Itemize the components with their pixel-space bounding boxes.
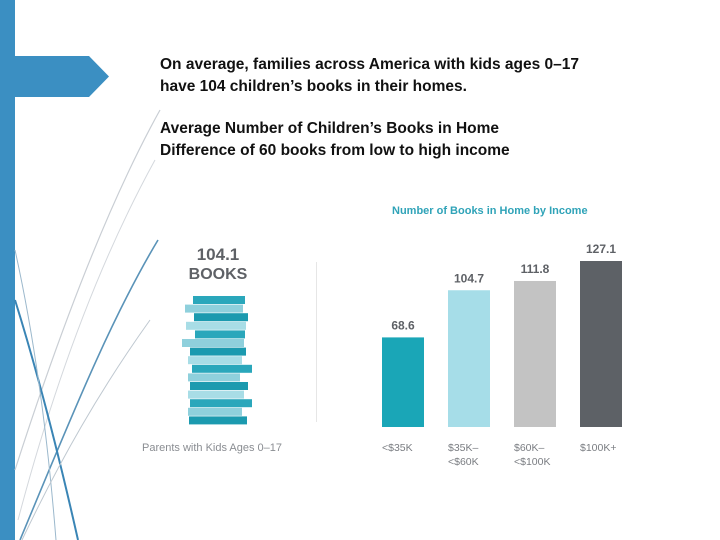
category-label-3-1: $60K–: [514, 442, 545, 454]
category-label-2-1: $35K–: [448, 442, 479, 454]
book-1: [193, 296, 245, 304]
category-label-4-1: $100K+: [580, 442, 617, 454]
decorative-swooshes: [14, 109, 161, 540]
bar-value-label-2: 104.7: [454, 271, 484, 285]
book-12: [188, 390, 244, 399]
category-label-1-1: <$35K: [382, 442, 413, 454]
book-5: [195, 330, 245, 339]
subtitle-line-1: Average Number of Children’s Books in Ho…: [160, 120, 500, 137]
bar-value-label-3: 111.8: [521, 262, 550, 276]
book-stack-caption: Parents with Kids Ages 0–17: [142, 442, 283, 454]
book-14: [188, 407, 242, 416]
left-accent-bar: [0, 0, 15, 540]
book-3: [194, 313, 248, 322]
book-6: [182, 339, 244, 347]
book-15: [189, 416, 247, 425]
subtitle-block: Average Number of Children’s Books in Ho…: [160, 118, 700, 162]
category-label-2-2: <$60K: [448, 456, 479, 468]
subtitle-line-2: Difference of 60 books from low to high …: [160, 142, 510, 159]
panel-divider: [316, 262, 317, 422]
bar-value-label-4: 127.1: [586, 242, 616, 256]
book-10: [188, 373, 240, 382]
book-13: [190, 399, 252, 408]
bar-value-label-1: 68.6: [391, 318, 415, 332]
bar-1: [382, 337, 424, 427]
headline-line-2: have 104 children’s books in their homes…: [160, 78, 467, 95]
book-8: [188, 356, 242, 365]
chart-title: Number of Books in Home by Income: [392, 205, 588, 217]
bar-2: [448, 290, 490, 427]
book-11: [190, 382, 248, 390]
book-2: [185, 304, 243, 313]
headline-line-1: On average, families across America with…: [160, 56, 580, 73]
category-label-3-2: <$100K: [514, 456, 551, 468]
book-count-unit: BOOKS: [188, 266, 248, 283]
book-9: [192, 364, 252, 373]
bar-4: [580, 261, 622, 427]
book-4: [186, 321, 246, 330]
book-7: [190, 347, 246, 356]
headline-block: On average, families across America with…: [160, 54, 700, 98]
book-count-value: 104.1: [196, 245, 240, 264]
title-tab-arrow: [15, 56, 109, 97]
bar-3: [514, 280, 556, 427]
